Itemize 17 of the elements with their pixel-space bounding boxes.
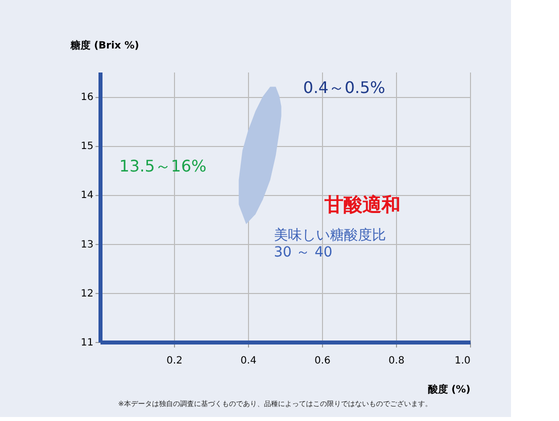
y-tick-label: 16 bbox=[80, 92, 94, 104]
x-tick-label: 1.0 bbox=[454, 356, 470, 366]
annotation: 0.4～0.5% bbox=[303, 78, 386, 97]
x-tick-label: 0.2 bbox=[166, 356, 182, 366]
x-tick-label: 0.4 bbox=[240, 356, 256, 366]
y-tick-label: 14 bbox=[80, 190, 94, 202]
y-tick-label: 12 bbox=[80, 288, 94, 300]
x-tick-label: 0.8 bbox=[388, 356, 404, 366]
annotation: 美味しい糖酸度比 30 ～ 40 bbox=[274, 228, 386, 261]
x-axis-title: 酸度 (%) bbox=[428, 384, 470, 396]
annotation: 甘酸適和 bbox=[324, 194, 401, 216]
y-tick-label: 13 bbox=[80, 239, 94, 250]
annotation: 13.5～16% bbox=[119, 156, 206, 176]
y-axis-title: 糖度 (Brix %) bbox=[70, 40, 140, 52]
y-tick-label: 15 bbox=[80, 141, 94, 152]
x-tick-label: 0.6 bbox=[314, 356, 330, 366]
y-tick-label: 11 bbox=[80, 338, 94, 348]
